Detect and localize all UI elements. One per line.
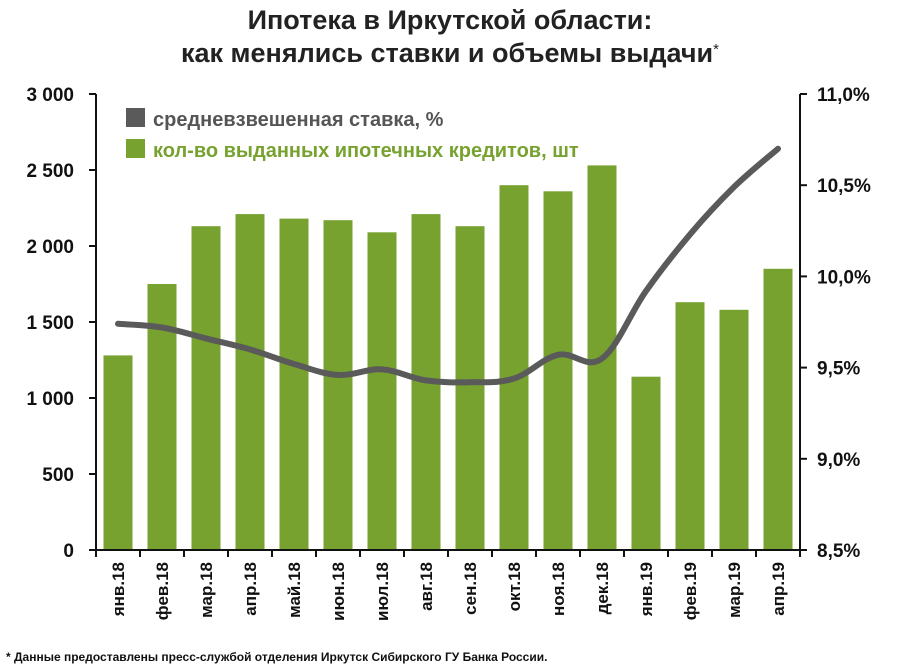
left-tick-label-5: 2 500 — [26, 161, 74, 182]
right-tick-label-0: 8,5% — [817, 541, 860, 562]
legend-label-loans: кол-во выданных ипотечных кредитов, шт — [153, 140, 579, 162]
bar-2 — [191, 226, 221, 550]
right-tick-label-3: 10,0% — [817, 267, 871, 288]
left-tick-label-4: 2 000 — [26, 237, 74, 258]
title-line-2: как менялись ставки и объемы выдачи* — [0, 37, 900, 70]
bar-14 — [719, 309, 749, 550]
x-tick-label-7: авг.18 — [417, 562, 436, 611]
bar-13 — [675, 302, 705, 550]
x-tick-label-1: фев.18 — [153, 562, 172, 620]
x-tick-label-12: янв.19 — [637, 562, 656, 617]
bar-0 — [103, 355, 133, 550]
bar-3 — [235, 214, 265, 550]
bar-10 — [543, 191, 573, 551]
axes-group: 0 500 1 000 1 500 2 000 2 500 3 000 8,5% 9,0% 9,5… — [26, 85, 871, 621]
title-line-1: Ипотека в Иркутской области: — [247, 5, 653, 35]
legend: средневзвешенная ставка, % кол-во выданны… — [126, 108, 579, 162]
x-tick-label-0: янв.18 — [109, 562, 128, 617]
rate-line-group — [115, 145, 781, 386]
x-tick-label-9: окт.18 — [505, 562, 524, 611]
mortgage-chart: 0 500 1 000 1 500 2 000 2 500 3 000 8,5% 9,0% 9,5… — [26, 85, 871, 621]
right-tick-label-5: 11,0% — [817, 85, 870, 106]
left-tick-label-2: 1 000 — [26, 389, 74, 410]
bar-9 — [499, 185, 529, 550]
right-tick-label-2: 9,5% — [817, 359, 860, 380]
left-tick-label-6: 3 000 — [26, 85, 74, 106]
right-tick-label-1: 9,0% — [817, 450, 860, 471]
legend-label-rate: средневзвешенная ставка, % — [153, 109, 444, 131]
right-tick-label-4: 10,5% — [817, 176, 871, 197]
bar-4 — [279, 218, 309, 550]
left-tick-label-1: 500 — [42, 465, 74, 486]
bar-12 — [631, 376, 661, 550]
bar-5 — [323, 220, 353, 550]
x-tick-label-2: мар.18 — [197, 562, 216, 618]
footnote: * Данные предоставлены пресс-службой отд… — [6, 650, 548, 664]
x-tick-label-14: мар.19 — [725, 562, 744, 618]
x-tick-label-15: апр.19 — [769, 562, 788, 616]
title-line-2-text: как менялись ставки и объемы выдачи — [181, 38, 714, 68]
bar-15 — [763, 268, 793, 550]
rate-line — [115, 145, 781, 386]
title-footnote-mark: * — [713, 41, 719, 58]
left-tick-label-0: 0 — [63, 541, 74, 562]
x-tick-label-4: май.18 — [285, 562, 304, 618]
x-tick-label-10: ноя.18 — [549, 562, 568, 616]
legend-swatch-loans — [126, 139, 145, 158]
x-tick-label-8: сен.18 — [461, 562, 480, 615]
x-tick-label-13: фев.19 — [681, 562, 700, 620]
x-tick-label-6: июл.18 — [373, 562, 392, 621]
x-tick-label-11: дек.18 — [593, 562, 612, 614]
x-tick-label-5: июн.18 — [329, 562, 348, 621]
bar-6 — [367, 232, 397, 551]
legend-swatch-rate — [126, 108, 145, 127]
bars-group — [103, 165, 793, 551]
x-tick-label-3: апр.18 — [241, 562, 260, 616]
left-tick-label-3: 1 500 — [26, 313, 74, 334]
chart-title: Ипотека в Иркутской области: как менялис… — [0, 4, 900, 70]
bar-8 — [455, 226, 485, 550]
